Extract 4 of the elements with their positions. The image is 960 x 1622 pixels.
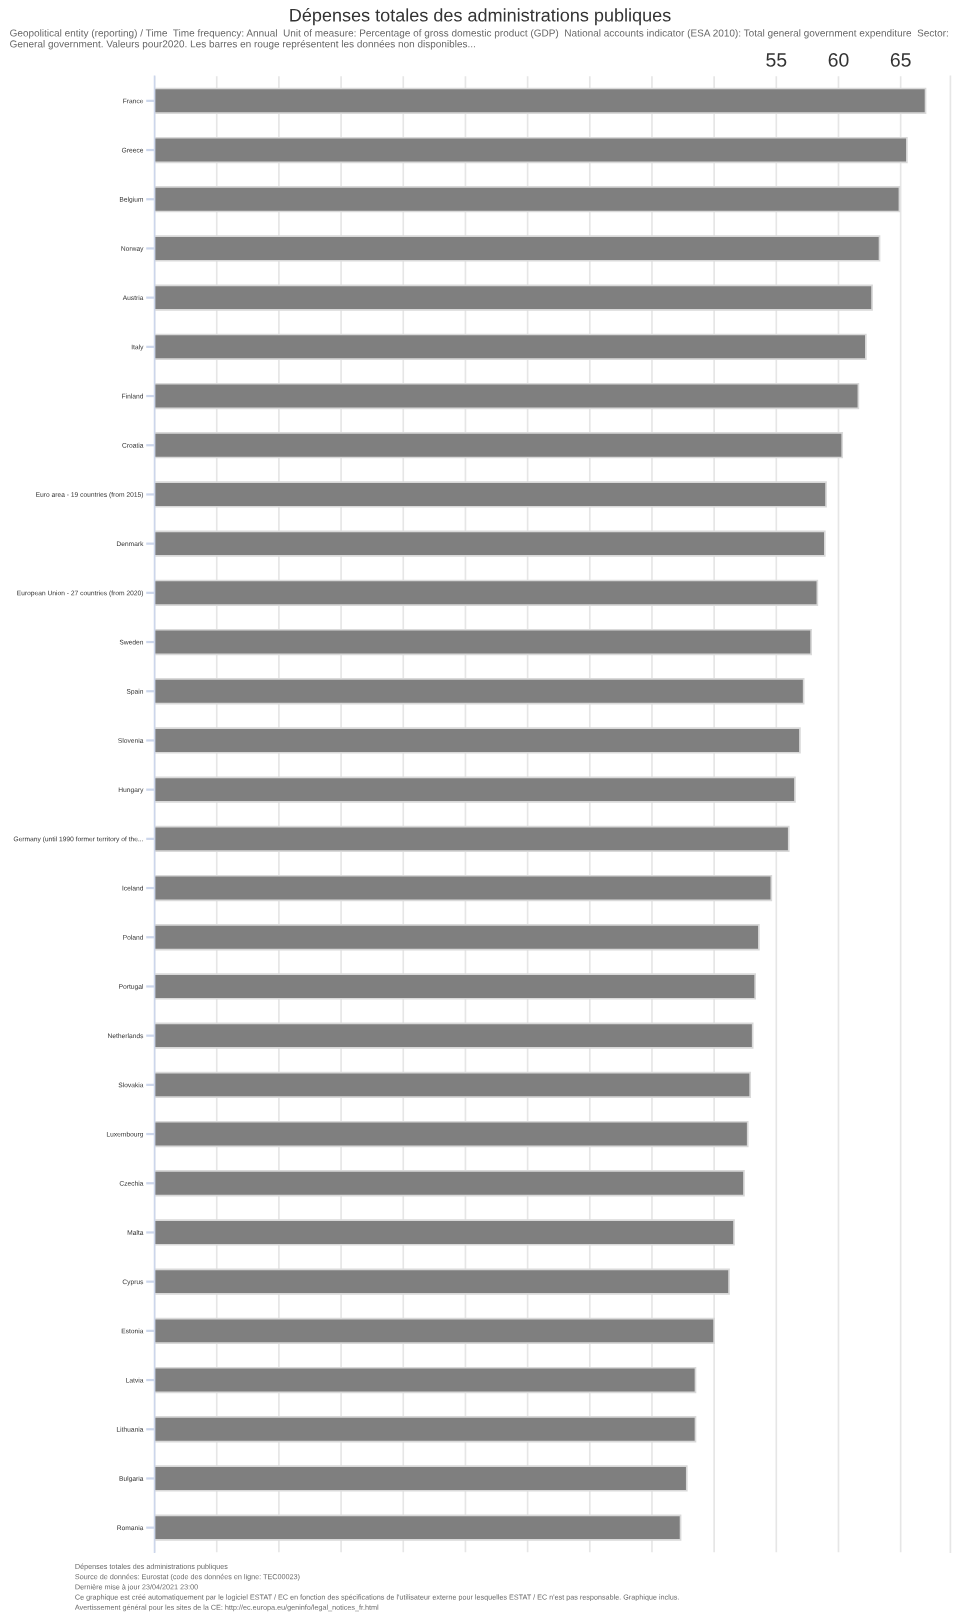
x-tick-label: 60	[828, 53, 849, 67]
x-tick-label: 65	[890, 53, 911, 67]
x-tick-label: 55	[766, 53, 787, 67]
chart-title: Dépenses totales des administrations publiques	[290, 8, 671, 26]
